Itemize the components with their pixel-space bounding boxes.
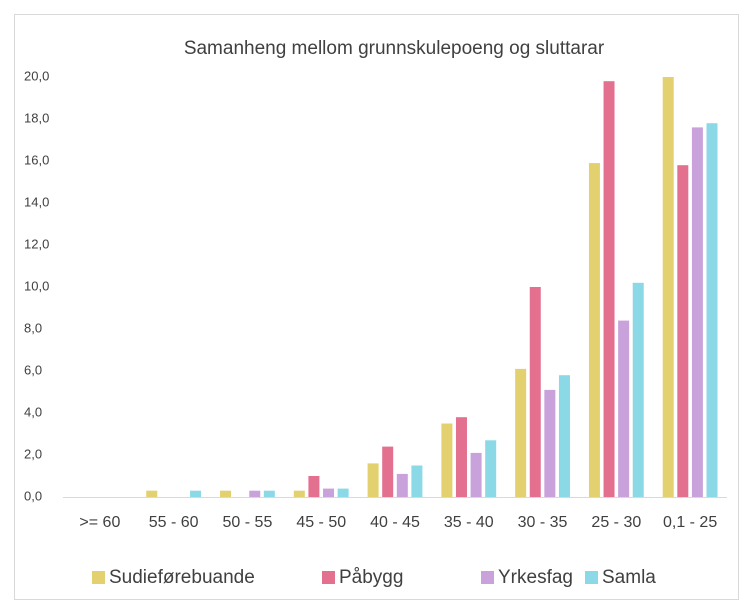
bar	[249, 490, 261, 497]
x-tick-label: 50 - 55	[223, 514, 273, 531]
bar	[337, 488, 349, 497]
x-tick-label: 35 - 40	[444, 514, 494, 531]
bar	[146, 490, 158, 497]
bar	[618, 320, 630, 497]
bar	[263, 490, 275, 497]
legend-label: Yrkesfag	[498, 567, 573, 588]
chart-frame	[14, 14, 739, 600]
bar	[441, 423, 453, 497]
bar	[706, 123, 718, 497]
bar	[588, 163, 600, 497]
bar	[367, 463, 379, 497]
legend-swatch	[481, 571, 494, 584]
bar	[455, 417, 467, 497]
x-tick-label: 55 - 60	[149, 514, 199, 531]
bar	[323, 488, 335, 497]
bar	[515, 368, 527, 497]
y-tick-label: 20,0	[24, 68, 49, 83]
bar	[662, 77, 674, 497]
x-tick-label: >= 60	[79, 514, 120, 531]
y-tick-label: 12,0	[24, 236, 49, 251]
legend-label: Sudieførebuande	[109, 567, 255, 588]
bar	[382, 446, 394, 497]
x-tick-label: 25 - 30	[591, 514, 641, 531]
bar	[558, 375, 570, 497]
x-tick-label: 0,1 - 25	[663, 514, 717, 531]
y-tick-label: 6,0	[24, 362, 42, 377]
y-tick-label: 0,0	[24, 488, 42, 503]
bar	[544, 389, 556, 497]
x-tick-label: 30 - 35	[518, 514, 568, 531]
legend-swatch	[92, 571, 105, 584]
bar	[632, 282, 644, 497]
bar	[308, 476, 320, 497]
x-tick-label: 40 - 45	[370, 514, 420, 531]
bar	[485, 440, 497, 497]
y-tick-label: 10,0	[24, 278, 49, 293]
y-tick-label: 14,0	[24, 194, 49, 209]
bar	[677, 165, 689, 497]
legend-label: Samla	[602, 567, 656, 588]
legend-swatch	[322, 571, 335, 584]
legend-label: Påbygg	[339, 567, 403, 588]
bar	[190, 490, 202, 497]
bar	[220, 490, 232, 497]
bar	[470, 452, 482, 497]
y-tick-label: 8,0	[24, 320, 42, 335]
bar	[691, 127, 703, 498]
chart-title: Samanheng mellom grunnskulepoeng og slut…	[184, 38, 605, 59]
bar	[293, 490, 305, 497]
y-tick-label: 2,0	[24, 446, 42, 461]
bar	[396, 473, 408, 497]
bar	[411, 465, 423, 497]
bar	[529, 287, 541, 497]
x-tick-label: 45 - 50	[296, 514, 346, 531]
y-tick-label: 18,0	[24, 110, 49, 125]
bar	[603, 81, 615, 497]
legend-swatch	[585, 571, 598, 584]
y-tick-label: 4,0	[24, 404, 42, 419]
y-tick-label: 16,0	[24, 152, 49, 167]
